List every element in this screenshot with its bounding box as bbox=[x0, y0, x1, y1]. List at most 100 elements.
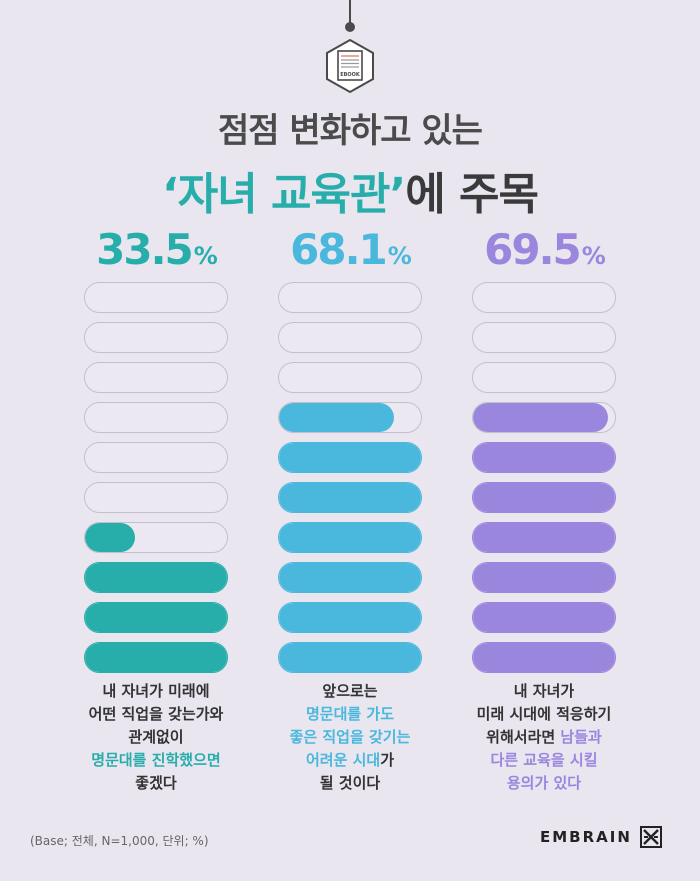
bar-pill bbox=[278, 362, 422, 393]
bar-pill-fill bbox=[279, 603, 421, 632]
bar-pill-fill bbox=[473, 403, 608, 432]
bar-pill bbox=[84, 642, 228, 673]
caption-text: 좋겠다 bbox=[135, 774, 177, 792]
caption-line: 어떤 직업을 갖는가와 bbox=[56, 703, 256, 726]
caption-line: 어려운 시대가 bbox=[250, 749, 450, 772]
bar-pill bbox=[278, 642, 422, 673]
bar-pill-fill bbox=[85, 523, 135, 552]
bar-pill bbox=[472, 442, 616, 473]
caption-highlight: 명문대를 진학했으면 bbox=[91, 751, 221, 769]
title-rest: 에 주목 bbox=[405, 169, 539, 220]
caption-text: 앞으로는 bbox=[322, 682, 378, 700]
caption-line: 내 자녀가 미래에 bbox=[56, 680, 256, 703]
bar-pill-fill bbox=[279, 443, 421, 472]
bar-pill-fill bbox=[473, 443, 615, 472]
title-accent: ‘자녀 교육관’ bbox=[162, 169, 406, 220]
caption-text: 내 자녀가 미래에 bbox=[102, 682, 210, 700]
bar-pill bbox=[84, 482, 228, 513]
hanger-dot bbox=[345, 22, 355, 32]
bar-pill bbox=[278, 522, 422, 553]
bar-pill bbox=[84, 562, 228, 593]
caption-highlight: 어려운 시대 bbox=[305, 751, 381, 769]
bar-pill bbox=[472, 282, 616, 313]
title-line-1: 점점 변화하고 있는 bbox=[218, 111, 483, 151]
bar-pill bbox=[472, 522, 616, 553]
bar-pill-fill bbox=[279, 563, 421, 592]
caption-line: 앞으로는 bbox=[250, 680, 450, 703]
bar-pill bbox=[84, 282, 228, 313]
bar-pill bbox=[278, 442, 422, 473]
ebook-icon: EBOOK bbox=[326, 38, 374, 94]
percent-label: 69.5% bbox=[444, 222, 644, 278]
bar-pill-fill bbox=[473, 603, 615, 632]
bar-pill-fill bbox=[279, 483, 421, 512]
caption-line: 다른 교육을 시킬 bbox=[444, 749, 644, 772]
brand-mark-icon bbox=[639, 826, 662, 848]
brand-name: EMBRAIN bbox=[540, 828, 632, 846]
ebook-icon-label: EBOOK bbox=[340, 72, 361, 78]
caption-line: 용의가 있다 bbox=[444, 772, 644, 795]
percent-value: 68.1 bbox=[290, 225, 388, 274]
caption-text: 어떤 직업을 갖는가와 bbox=[88, 705, 224, 723]
bar-pill-fill bbox=[279, 523, 421, 552]
caption-text: 될 것이다 bbox=[319, 774, 381, 792]
hanger-line bbox=[349, 0, 351, 26]
caption-text: 내 자녀가 bbox=[513, 682, 575, 700]
caption-highlight: 명문대를 가도 bbox=[305, 705, 395, 723]
title-line-2: ‘자녀 교육관’에 주목 bbox=[0, 158, 700, 222]
bar-pill bbox=[84, 322, 228, 353]
caption-line: 좋겠다 bbox=[56, 772, 256, 795]
pill-stack bbox=[84, 282, 228, 674]
percent-value: 69.5 bbox=[484, 225, 582, 274]
column-caption: 앞으로는 명문대를 가도 좋은 직업을 갖기는 어려운 시대가 될 것이다 bbox=[250, 680, 450, 795]
bar-pill-fill bbox=[85, 603, 227, 632]
caption-line: 위해서라면 남들과 bbox=[444, 726, 644, 749]
percent-unit: % bbox=[193, 242, 218, 270]
caption-text: 가 bbox=[380, 751, 395, 769]
bar-pill bbox=[84, 522, 228, 553]
percent-label: 33.5% bbox=[56, 222, 256, 278]
percent-label: 68.1% bbox=[250, 222, 450, 278]
bar-pill-fill bbox=[473, 483, 615, 512]
caption-line: 명문대를 가도 bbox=[250, 703, 450, 726]
bar-pill bbox=[84, 442, 228, 473]
caption-highlight: 다른 교육을 시킬 bbox=[490, 751, 598, 769]
caption-text: 미래 시대에 적응하기 bbox=[476, 705, 612, 723]
bar-pill bbox=[472, 642, 616, 673]
bar-pill bbox=[84, 602, 228, 633]
bar-pill-fill bbox=[85, 643, 227, 672]
column-2: 68.1% 앞으로는 명문대를 가도 좋은 직업을 갖기는 어려운 시대가 될 것이다 bbox=[250, 222, 450, 792]
bar-pill bbox=[472, 322, 616, 353]
bar-pill bbox=[278, 602, 422, 633]
caption-line: 내 자녀가 bbox=[444, 680, 644, 703]
caption-highlight: 남들과 bbox=[560, 728, 602, 746]
bar-pill bbox=[472, 562, 616, 593]
bar-pill bbox=[472, 362, 616, 393]
caption-line: 관계없이 bbox=[56, 726, 256, 749]
bar-pill bbox=[84, 402, 228, 433]
bar-pill bbox=[278, 322, 422, 353]
bar-pill-fill bbox=[85, 563, 227, 592]
percent-value: 33.5 bbox=[96, 225, 194, 274]
caption-line: 미래 시대에 적응하기 bbox=[444, 703, 644, 726]
caption-line: 될 것이다 bbox=[250, 772, 450, 795]
bar-pill bbox=[278, 562, 422, 593]
bar-pill bbox=[472, 482, 616, 513]
brand-logo: EMBRAIN bbox=[540, 826, 662, 848]
bar-pill bbox=[278, 482, 422, 513]
bar-pill bbox=[472, 402, 616, 433]
bar-pill bbox=[84, 362, 228, 393]
caption-line: 좋은 직업을 갖기는 bbox=[250, 726, 450, 749]
bar-pill bbox=[278, 402, 422, 433]
caption-text: 관계없이 bbox=[128, 728, 184, 746]
percent-unit: % bbox=[581, 242, 606, 270]
bar-pill-fill bbox=[473, 643, 615, 672]
caption-text: 위해서라면 bbox=[486, 728, 561, 746]
base-note: (Base; 전체, N=1,000, 단위; %) bbox=[30, 834, 209, 848]
bar-pill-fill bbox=[279, 403, 395, 432]
bar-pill-fill bbox=[473, 563, 615, 592]
